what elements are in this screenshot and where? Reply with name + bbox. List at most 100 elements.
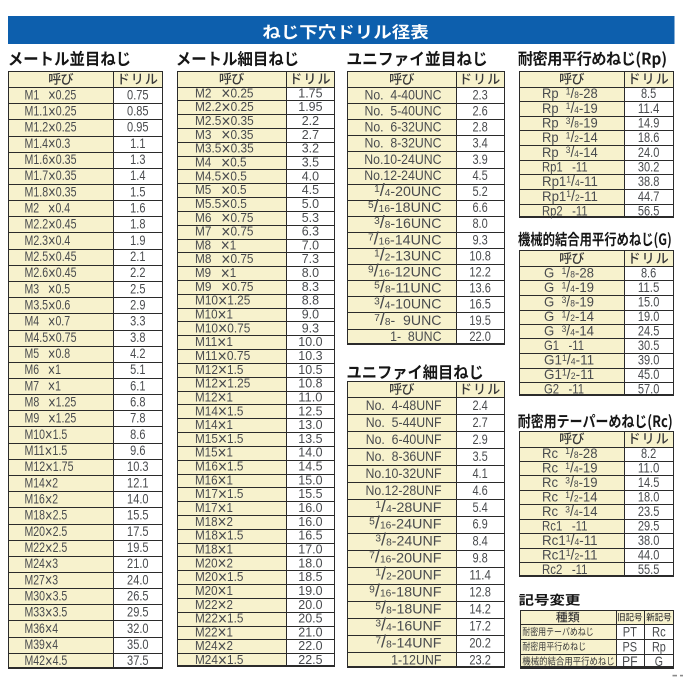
svg-text:5.2: 5.2 — [472, 183, 487, 199]
svg-text:M11×1: M11×1 — [195, 333, 233, 352]
svg-text:12.8: 12.8 — [469, 584, 491, 600]
svg-text:Rp 3/4-14: Rp 3/4-14 — [542, 144, 598, 161]
svg-text:M20×2: M20×2 — [195, 554, 233, 573]
svg-text:2.5: 2.5 — [130, 280, 145, 296]
svg-text:2.6: 2.6 — [472, 102, 487, 118]
svg-text:5.4: 5.4 — [472, 499, 487, 515]
svg-text:6.1: 6.1 — [130, 377, 145, 393]
svg-text:M22×1.5: M22×1.5 — [195, 609, 243, 628]
svg-text:8.0: 8.0 — [302, 265, 319, 280]
svg-text:19.0: 19.0 — [638, 308, 660, 324]
svg-text:PS: PS — [623, 638, 638, 654]
svg-text:19.5: 19.5 — [469, 312, 491, 328]
svg-text:37.5: 37.5 — [127, 652, 149, 668]
svg-text:M6 ×1: M6 ×1 — [25, 361, 62, 380]
svg-text:M6 ×0.75: M6 ×0.75 — [195, 209, 254, 228]
svg-text:1-12UNF: 1-12UNF — [391, 651, 441, 667]
svg-text:Rc 1/8-28: Rc 1/8-28 — [542, 445, 598, 462]
svg-text:M10×1.25: M10×1.25 — [195, 292, 250, 311]
svg-text:4.0: 4.0 — [302, 168, 319, 183]
svg-text:2.2: 2.2 — [130, 264, 145, 280]
svg-text:M18×1: M18×1 — [195, 540, 233, 559]
svg-text:5.1: 5.1 — [130, 361, 145, 377]
svg-text:M18×2.5: M18×2.5 — [25, 507, 68, 526]
svg-text:G2 -11: G2 -11 — [544, 381, 584, 397]
svg-text:2.4: 2.4 — [472, 397, 487, 413]
svg-text:55.5: 55.5 — [638, 561, 660, 577]
svg-text:M9 ×1: M9 ×1 — [195, 264, 236, 283]
svg-text:38.0: 38.0 — [638, 532, 660, 548]
svg-text:1.6: 1.6 — [130, 200, 145, 216]
svg-text:Rp11/2-11: Rp11/2-11 — [542, 188, 598, 205]
svg-text:22.0: 22.0 — [298, 638, 322, 653]
svg-text:11.0: 11.0 — [298, 389, 322, 404]
svg-text:M9 ×1.25: M9 ×1.25 — [25, 410, 77, 429]
svg-text:15.5: 15.5 — [298, 486, 322, 501]
svg-text:M8 ×0.75: M8 ×0.75 — [195, 250, 254, 269]
svg-text:13.0: 13.0 — [298, 417, 322, 432]
svg-text:2.7: 2.7 — [302, 127, 319, 142]
svg-text:8.0: 8.0 — [472, 215, 487, 231]
svg-text:1/4-28UNF: 1/4-28UNF — [375, 496, 441, 516]
svg-text:6.9: 6.9 — [472, 516, 487, 532]
svg-text:4.5: 4.5 — [472, 167, 487, 183]
svg-text:56.5: 56.5 — [638, 202, 660, 218]
svg-text:M1.6×0.35: M1.6×0.35 — [25, 151, 77, 170]
svg-text:G: G — [655, 653, 663, 669]
svg-text:17.2: 17.2 — [469, 617, 491, 633]
svg-text:M10×1: M10×1 — [195, 305, 233, 324]
svg-text:M8 ×1.25: M8 ×1.25 — [25, 393, 77, 412]
svg-text:1.1: 1.1 — [130, 135, 145, 151]
svg-text:2.3: 2.3 — [472, 86, 487, 102]
svg-text:M24×1.5: M24×1.5 — [195, 651, 243, 670]
svg-text:M7 ×0.75: M7 ×0.75 — [195, 222, 254, 241]
svg-text:M12×1.25: M12×1.25 — [195, 374, 250, 393]
svg-text:12.5: 12.5 — [298, 403, 322, 418]
svg-text:15.5: 15.5 — [127, 507, 149, 523]
svg-text:G11/4-11: G11/4-11 — [544, 352, 594, 369]
svg-text:0.85: 0.85 — [127, 103, 149, 119]
svg-text:20.2: 20.2 — [469, 634, 491, 650]
svg-text:2.1: 2.1 — [130, 248, 145, 264]
svg-text:M2.2×0.25: M2.2×0.25 — [195, 98, 254, 117]
svg-text:3.3: 3.3 — [130, 313, 145, 329]
svg-text:21.0: 21.0 — [127, 555, 149, 571]
svg-text:M7 ×1: M7 ×1 — [25, 377, 62, 396]
svg-text:M22×1: M22×1 — [195, 623, 233, 642]
svg-text:2.9: 2.9 — [130, 297, 145, 313]
svg-text:9.3: 9.3 — [472, 231, 487, 247]
svg-text:44.0: 44.0 — [638, 547, 660, 563]
svg-text:6.8: 6.8 — [130, 394, 145, 410]
svg-text:M33×3.5: M33×3.5 — [25, 604, 68, 623]
svg-text:M1.1×0.25: M1.1×0.25 — [25, 102, 77, 121]
svg-text:M10×0.75: M10×0.75 — [195, 319, 250, 338]
svg-text:7.3: 7.3 — [302, 251, 319, 266]
svg-text:14.5: 14.5 — [298, 459, 322, 474]
svg-text:M22×2.5: M22×2.5 — [25, 539, 68, 558]
svg-text:7/8- 9UNC: 7/8- 9UNC — [374, 309, 441, 329]
svg-text:10.8: 10.8 — [298, 376, 322, 391]
svg-text:M1.2×0.25: M1.2×0.25 — [25, 119, 77, 138]
svg-text:22.5: 22.5 — [298, 652, 322, 667]
svg-text:M30×3.5: M30×3.5 — [25, 587, 68, 606]
svg-text:M16×2: M16×2 — [25, 490, 59, 509]
svg-text:9.8: 9.8 — [472, 550, 487, 566]
svg-text:M14×1: M14×1 — [195, 416, 233, 435]
svg-text:3/4-16UNF: 3/4-16UNF — [375, 614, 441, 634]
svg-text:12.2: 12.2 — [469, 264, 491, 280]
svg-text:M18×1.5: M18×1.5 — [195, 527, 243, 546]
svg-text:1/2-13UNC: 1/2-13UNC — [374, 244, 441, 264]
svg-text:30.2: 30.2 — [638, 158, 660, 174]
svg-text:18.6: 18.6 — [638, 129, 660, 145]
svg-text:1.3: 1.3 — [130, 151, 145, 167]
svg-text:M24×3: M24×3 — [25, 555, 59, 574]
svg-text:10.3: 10.3 — [127, 458, 149, 474]
svg-text:No. 5-44UNF: No. 5-44UNF — [366, 414, 442, 430]
svg-text:1- 8UNC: 1- 8UNC — [390, 328, 441, 344]
svg-text:4.5: 4.5 — [302, 182, 319, 197]
svg-text:M20×2.5: M20×2.5 — [25, 523, 68, 542]
svg-text:PT: PT — [623, 624, 638, 640]
svg-text:0.75: 0.75 — [127, 86, 149, 102]
svg-text:1.9: 1.9 — [130, 232, 145, 248]
svg-text:M2.5×0.45: M2.5×0.45 — [25, 248, 77, 267]
